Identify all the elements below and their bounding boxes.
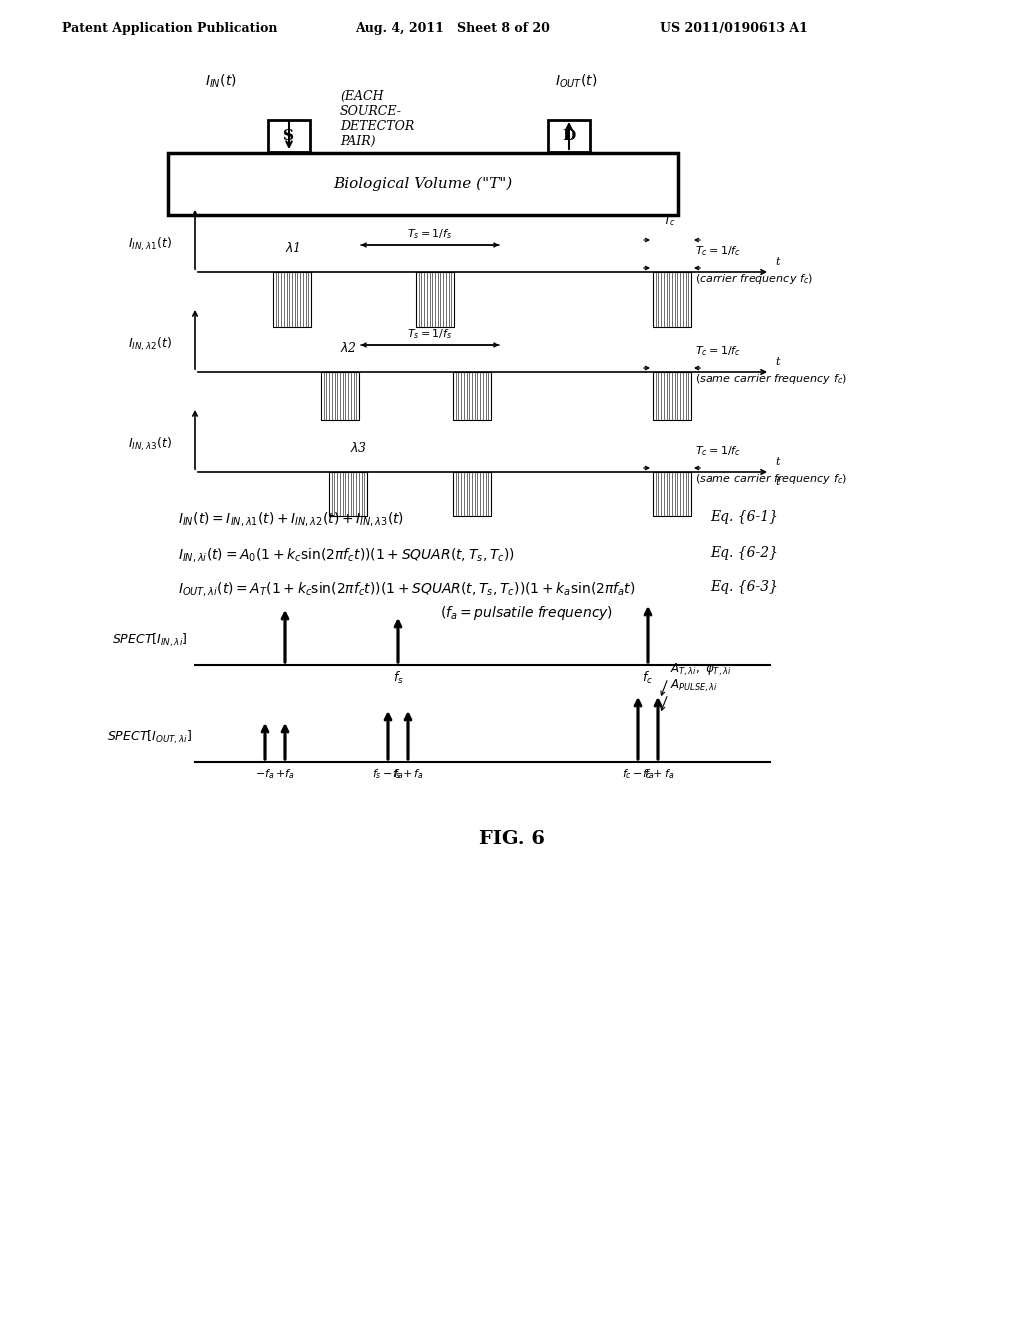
Bar [453,473,490,516]
Text: $T_s=1/f_s$: $T_s=1/f_s$ [408,327,453,341]
Text: $\lambda$2: $\lambda$2 [340,341,357,355]
Text: $f_c+f_a$: $f_c+f_a$ [642,767,674,781]
Text: $f_c$: $f_c$ [642,671,653,686]
Text: $I_{IN,\lambda i}(t) = A_0(1+k_c\mathrm{sin}(2\pi f_c t))(1+SQUAR(t,T_s,T_c))$: $I_{IN,\lambda i}(t) = A_0(1+k_c\mathrm{… [178,546,515,564]
Text: $T_s=1/f_s$: $T_s=1/f_s$ [408,227,453,242]
Text: $\lambda$3: $\lambda$3 [350,441,368,455]
Text: $+f_a$: $+f_a$ [275,767,295,781]
Text: FIG. 6: FIG. 6 [479,830,545,847]
Text: $T_c=1/f_c$: $T_c=1/f_c$ [695,445,741,458]
Text: S: S [284,129,295,143]
Text: $\lambda$1: $\lambda$1 [285,242,300,255]
Text: Eq. {6-1}: Eq. {6-1} [710,510,778,524]
Text: Eq. {6-2}: Eq. {6-2} [710,546,778,560]
Bar [453,372,490,420]
Text: Aug. 4, 2011   Sheet 8 of 20: Aug. 4, 2011 Sheet 8 of 20 [355,22,550,36]
Text: US 2011/0190613 A1: US 2011/0190613 A1 [660,22,808,36]
Text: Patent Application Publication: Patent Application Publication [62,22,278,36]
Text: t: t [775,457,779,467]
Text: $SPECT[I_{OUT,\lambda i}]$: $SPECT[I_{OUT,\lambda i}]$ [108,729,193,746]
Bar [548,120,590,152]
Text: t: t [775,356,779,367]
Text: $SPECT[I_{IN,\lambda i}]$: $SPECT[I_{IN,\lambda i}]$ [113,631,187,648]
Text: $T_c=1/f_c$: $T_c=1/f_c$ [695,244,741,257]
Bar [653,272,691,327]
Text: Biological Volume ("T"): Biological Volume ("T") [334,177,513,191]
Text: $(same\ carrier\ frequency\ f_c)$: $(same\ carrier\ frequency\ f_c)$ [695,372,847,385]
Bar [273,272,311,327]
Bar [268,120,310,152]
Bar [653,372,691,420]
Text: $f_s-f_a$: $f_s-f_a$ [372,767,404,781]
Text: $I_{IN,\lambda2}(t)$: $I_{IN,\lambda2}(t)$ [128,335,172,352]
Bar [416,272,454,327]
Bar [168,153,678,215]
Text: (EACH
SOURCE-
DETECTOR
PAIR): (EACH SOURCE- DETECTOR PAIR) [340,90,415,148]
Text: t: t [775,257,779,267]
Text: $I_{IN}(t)$: $I_{IN}(t)$ [205,73,237,90]
Text: $A_{T,\lambda i},\ \varphi_{T,\lambda i}$: $A_{T,\lambda i},\ \varphi_{T,\lambda i}… [670,661,731,678]
Text: $A_{PULSE,\lambda i}$: $A_{PULSE,\lambda i}$ [670,677,718,694]
Text: $(carrier\ frequency\ f_c)$: $(carrier\ frequency\ f_c)$ [695,272,813,286]
Text: $I_{IN,\lambda1}(t)$: $I_{IN,\lambda1}(t)$ [128,235,172,252]
Bar [321,372,359,420]
Text: $f_s+f_a$: $f_s+f_a$ [392,767,424,781]
Text: $(f_a = pulsatile\ frequency)$: $(f_a = pulsatile\ frequency)$ [440,605,613,622]
Text: $I_{IN}(t) = I_{IN,\lambda1}(t) + I_{IN,\lambda2}(t) + I_{IN,\lambda3}(t)$: $I_{IN}(t) = I_{IN,\lambda1}(t) + I_{IN,… [178,510,404,528]
Text: t: t [775,477,779,487]
Text: $I_{OUT}(t)$: $I_{OUT}(t)$ [555,73,597,90]
Bar [653,473,691,516]
Text: D: D [562,129,575,143]
Text: $T_c=1/f_c$: $T_c=1/f_c$ [695,345,741,358]
Text: $T_c$: $T_c$ [663,214,676,228]
Text: $I_{IN,\lambda3}(t)$: $I_{IN,\lambda3}(t)$ [128,436,172,453]
Bar [329,473,367,516]
Text: $I_{OUT,\lambda i}(t) = A_T(1+k_c\mathrm{sin}(2\pi f_c t))(1+SQUAR(t,T_s,T_c))(1: $I_{OUT,\lambda i}(t) = A_T(1+k_c\mathrm… [178,579,636,598]
Text: Eq. {6-3}: Eq. {6-3} [710,579,778,594]
Text: $-f_a$: $-f_a$ [255,767,274,781]
Text: $f_s$: $f_s$ [392,671,403,686]
Text: $f_c-f_a$: $f_c-f_a$ [622,767,654,781]
Text: $(same\ carrier\ frequency\ f_c)$: $(same\ carrier\ frequency\ f_c)$ [695,473,847,486]
